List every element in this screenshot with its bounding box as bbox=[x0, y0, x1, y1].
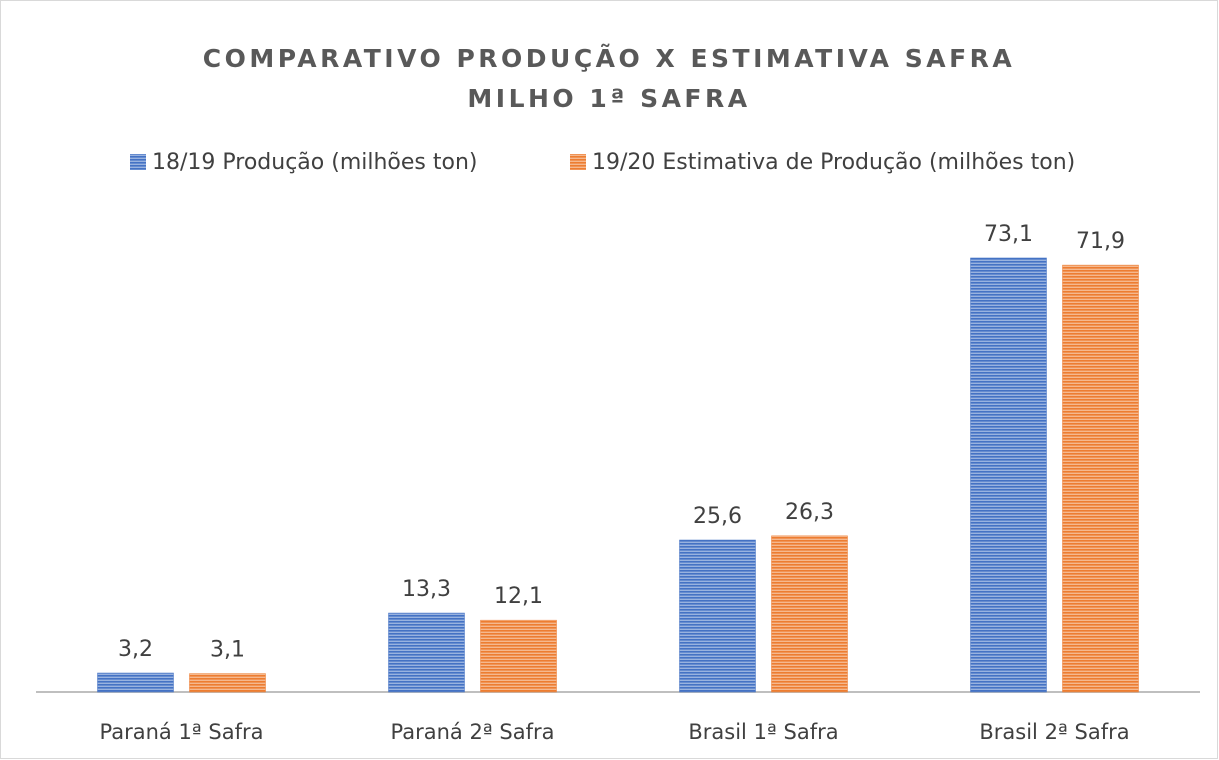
legend-label: 19/20 Estimativa de Produção (milhões to… bbox=[592, 150, 1075, 175]
data-label: 3,1 bbox=[210, 638, 245, 663]
bar bbox=[189, 673, 266, 693]
bar bbox=[1062, 264, 1139, 693]
x-tick-label: Paraná 1ª Safra bbox=[100, 720, 264, 744]
data-label: 3,2 bbox=[118, 637, 153, 662]
legend-swatch bbox=[570, 154, 586, 170]
data-label: 26,3 bbox=[785, 500, 834, 525]
data-label: 73,1 bbox=[984, 222, 1033, 247]
bar bbox=[97, 672, 174, 693]
chart-subtitle: MILHO 1ª SAFRA bbox=[467, 84, 750, 113]
legend-swatch bbox=[130, 154, 146, 170]
x-tick-label: Brasil 2ª Safra bbox=[979, 720, 1129, 744]
bar bbox=[388, 612, 465, 693]
bar bbox=[970, 257, 1047, 693]
bar bbox=[480, 619, 557, 693]
data-label: 13,3 bbox=[402, 577, 451, 602]
legend-label: 18/19 Produção (milhões ton) bbox=[152, 150, 477, 175]
bar bbox=[679, 539, 756, 693]
data-label: 71,9 bbox=[1076, 229, 1125, 254]
bar bbox=[771, 535, 848, 693]
x-tick-label: Paraná 2ª Safra bbox=[391, 720, 555, 744]
chart-title: COMPARATIVO PRODUÇÃO X ESTIMATIVA SAFRA bbox=[203, 44, 1016, 73]
x-tick-label: Brasil 1ª Safra bbox=[688, 720, 838, 744]
data-label: 12,1 bbox=[494, 584, 543, 609]
data-label: 25,6 bbox=[693, 504, 742, 529]
